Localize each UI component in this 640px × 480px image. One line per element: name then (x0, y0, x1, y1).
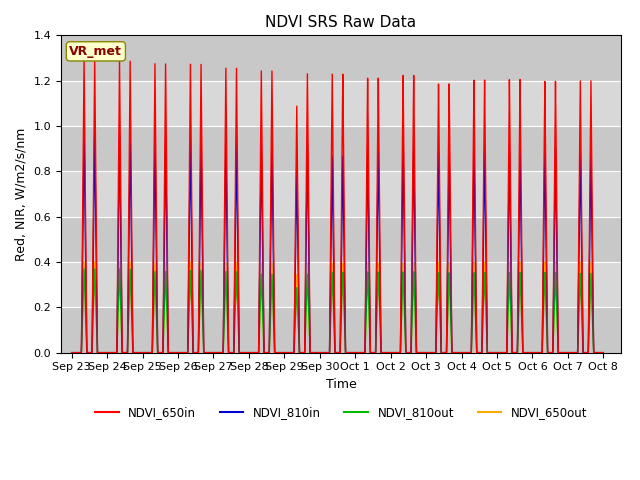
Bar (61, 171, 621, 216)
Bar (61, 216, 621, 262)
Title: NDVI SRS Raw Data: NDVI SRS Raw Data (266, 15, 417, 30)
Bar (61, 126, 621, 171)
Bar (61, 262, 621, 307)
Bar (61, 307, 621, 353)
X-axis label: Time: Time (326, 378, 356, 391)
Bar (61, 36, 621, 81)
Bar (61, 81, 621, 126)
Legend: NDVI_650in, NDVI_810in, NDVI_810out, NDVI_650out: NDVI_650in, NDVI_810in, NDVI_810out, NDV… (89, 400, 593, 425)
Y-axis label: Red, NIR, W/m2/s/nm: Red, NIR, W/m2/s/nm (15, 127, 28, 261)
Text: VR_met: VR_met (69, 45, 122, 58)
